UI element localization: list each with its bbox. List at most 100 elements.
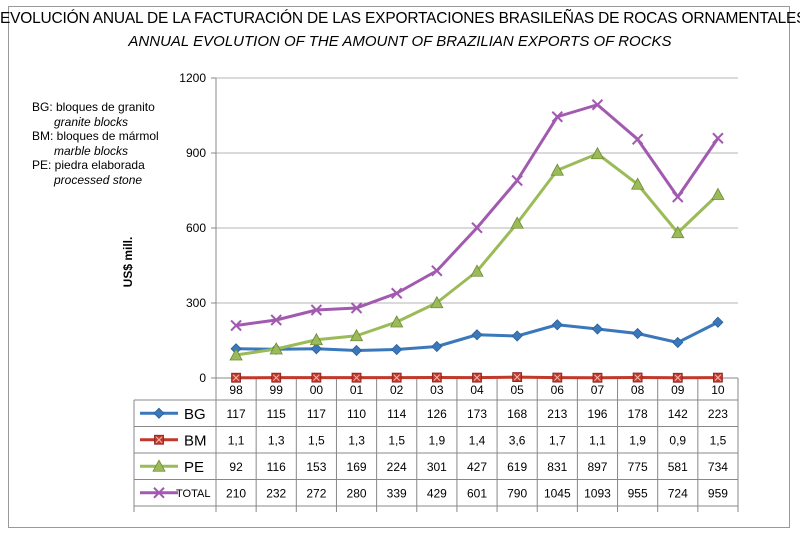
- data-point-detail: [272, 374, 280, 382]
- table-legend-key: [140, 459, 178, 472]
- data-point: [270, 314, 282, 326]
- data-point: [672, 336, 684, 349]
- table-cell: 581: [668, 460, 688, 474]
- y-tick-label: 900: [186, 146, 206, 160]
- table-cell: 210: [226, 486, 246, 500]
- legend-entry-pe: PE: [184, 459, 204, 476]
- x-tick-label: 03: [430, 383, 444, 397]
- table-cell: 955: [628, 486, 648, 500]
- data-point-detail: [674, 374, 682, 382]
- table-cell: 126: [427, 407, 447, 421]
- y-tick-label: 600: [186, 221, 206, 235]
- table-cell: 115: [267, 407, 286, 421]
- legend-entry-bg: BG: [184, 406, 206, 423]
- table-cell: 339: [387, 486, 407, 500]
- table-cell: 831: [547, 460, 567, 474]
- table-cell: 92: [229, 460, 243, 474]
- data-point: [550, 163, 564, 176]
- data-point-detail: [513, 373, 521, 381]
- legend-note-pe: PE: piedra elaborada: [32, 158, 145, 172]
- x-tick-label: 10: [711, 383, 725, 397]
- data-point-detail: [433, 374, 441, 381]
- data-point: [309, 332, 324, 346]
- table-cell: 224: [387, 460, 407, 474]
- table-cell: 1,1: [228, 433, 245, 447]
- table-cell: 1045: [544, 486, 571, 500]
- table-legend-key: [140, 407, 178, 419]
- data-point: [230, 319, 242, 332]
- legend-note-bm: BM: bloques de mármol: [32, 129, 159, 143]
- legend-note-bg-en: granite blocks: [54, 114, 129, 129]
- table-cell: 1,9: [629, 433, 646, 447]
- table-cell: 775: [628, 460, 648, 474]
- table-cell: 1,5: [710, 433, 727, 447]
- chart-title: EVOLUCIÓN ANUAL DE LA FACTURACIÓN DE LAS…: [0, 10, 800, 27]
- data-point: [431, 340, 443, 353]
- data-point: [632, 327, 644, 340]
- table-cell: 959: [708, 486, 728, 500]
- x-tick-label: 04: [470, 383, 484, 397]
- data-point: [350, 344, 363, 357]
- x-tick-label: 09: [671, 383, 685, 397]
- series-total: [230, 99, 724, 332]
- x-tick-label: 06: [551, 383, 565, 397]
- data-point: [511, 330, 523, 342]
- table-cell: 1,3: [268, 433, 285, 447]
- data-point-detail: [714, 374, 722, 381]
- data-point: [712, 316, 724, 328]
- data-point-detail: [473, 374, 481, 382]
- table-cell: 427: [467, 460, 487, 474]
- data-point: [310, 343, 322, 355]
- table-legend-key: [140, 487, 178, 499]
- data-point-detail: [634, 374, 641, 381]
- series-bg: [230, 316, 724, 357]
- data-point: [510, 216, 524, 229]
- table-cell: 213: [547, 407, 567, 421]
- y-tick-label: 300: [186, 296, 206, 310]
- table-cell: 153: [306, 460, 326, 474]
- table-cell: 301: [427, 460, 447, 474]
- legend-note-pe-en: processed stone: [54, 172, 143, 187]
- data-point: [551, 319, 563, 331]
- data-point: [153, 487, 165, 499]
- data-point: [391, 343, 403, 356]
- series-pe: [229, 146, 725, 361]
- x-tick-label: 02: [390, 383, 404, 397]
- data-point: [630, 177, 645, 190]
- series-bm: [231, 372, 723, 383]
- data-point: [511, 174, 523, 187]
- table-cell: 232: [266, 486, 286, 500]
- data-point: [672, 191, 684, 203]
- data-point: [631, 133, 644, 145]
- data-point: [269, 342, 283, 355]
- table-cell: 429: [427, 486, 447, 500]
- series-line: [235, 152, 719, 357]
- x-tick-label: 07: [591, 383, 605, 397]
- table-cell: 1,5: [388, 433, 405, 447]
- table-cell: 196: [587, 407, 607, 421]
- data-point-detail: [553, 374, 561, 381]
- data-point: [152, 459, 166, 472]
- data-point-detail: [393, 374, 401, 381]
- table-cell: 790: [507, 486, 527, 500]
- table-cell: 897: [587, 460, 607, 474]
- y-tick-label: 1200: [179, 71, 206, 85]
- table-cell: 734: [708, 460, 728, 474]
- table-cell: 169: [347, 460, 367, 474]
- chart-subtitle: ANNUAL EVOLUTION OF THE AMOUNT OF BRAZIL…: [128, 33, 672, 50]
- x-tick-label: 08: [631, 383, 645, 397]
- data-point-detail: [313, 374, 320, 381]
- x-tick-label: 00: [310, 383, 324, 397]
- table-cell: 116: [267, 460, 286, 474]
- data-point: [470, 264, 484, 277]
- data-point: [153, 407, 165, 419]
- x-tick-label: 99: [270, 383, 284, 397]
- data-point: [390, 315, 404, 328]
- table-cell: 110: [347, 407, 366, 421]
- legend-note-bm-en: marble blocks: [54, 143, 129, 158]
- legend-note: BG: bloques de granito granite blocks BM…: [32, 100, 159, 187]
- table-cell: 1093: [584, 486, 611, 500]
- legend-note-bg: BG: bloques de granito: [32, 100, 155, 114]
- data-point: [671, 225, 685, 239]
